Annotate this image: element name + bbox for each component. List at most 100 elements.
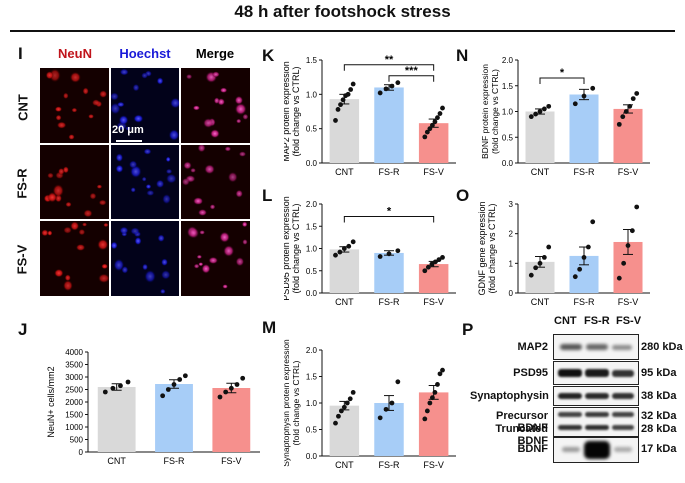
wb-column-fs-r: FS-R xyxy=(584,315,610,327)
micro-cell xyxy=(47,230,53,236)
y-tick-label: 1.0 xyxy=(306,90,318,99)
data-point xyxy=(581,255,587,260)
significance-marker: * xyxy=(387,205,392,217)
chart-gdnf-expression: GDNF gene expression(fold change vs CTRL… xyxy=(478,200,650,307)
bar-cnt xyxy=(97,387,136,452)
micro-cell xyxy=(113,258,125,272)
y-tick-label: 3500 xyxy=(65,361,83,370)
data-point xyxy=(627,103,633,109)
wb-kda-synaptophysin: 38 kDa xyxy=(641,390,677,402)
micro-cell xyxy=(144,269,157,284)
wb-column-cnt: CNT xyxy=(554,315,577,327)
data-point xyxy=(572,101,578,107)
data-point xyxy=(350,390,356,395)
micro-cell xyxy=(204,164,215,175)
data-point xyxy=(422,134,428,140)
y-axis-title: GDNF gene expression(fold change vs CTRL… xyxy=(478,201,497,295)
micro-cell xyxy=(142,263,149,271)
bar-fs-r xyxy=(374,87,404,163)
micro-cell xyxy=(96,184,103,189)
data-point xyxy=(125,379,131,385)
data-point xyxy=(345,91,351,97)
micro-cell xyxy=(97,238,109,251)
micro-cell xyxy=(155,179,165,189)
micro-cell xyxy=(203,118,214,129)
micro-cell xyxy=(227,171,238,183)
micro-cell xyxy=(197,143,206,153)
wb-kda-map2: 280 kDa xyxy=(641,341,683,353)
y-tick-label: 0.0 xyxy=(306,452,318,461)
micro-cell xyxy=(75,243,86,251)
micro-cell xyxy=(125,126,132,131)
title-rule xyxy=(10,30,675,32)
significance-marker: * xyxy=(560,67,565,79)
y-tick-label: 0.0 xyxy=(306,289,318,298)
figure-title: 48 h after footshock stress xyxy=(234,2,451,21)
x-tick-label: CNT xyxy=(335,167,354,177)
micro-cell xyxy=(109,92,119,101)
x-tick-label: FS-V xyxy=(618,297,639,307)
chart-map2-expression: MAP2 protein expression(fold change vs C… xyxy=(284,54,456,177)
micro-cell xyxy=(193,197,203,205)
wb-blot-map2 xyxy=(553,334,639,360)
data-point xyxy=(432,390,438,395)
data-point xyxy=(338,102,343,108)
micro-cell xyxy=(64,274,71,282)
micro-cell xyxy=(213,97,220,105)
y-tick-label: 2.0 xyxy=(306,346,318,355)
micro-cell xyxy=(199,230,206,235)
x-tick-label: FS-V xyxy=(618,167,639,177)
micro-cell xyxy=(241,221,248,228)
micro-cell xyxy=(198,262,204,267)
data-point xyxy=(335,107,341,112)
y-axis-title: BDNF/TotalBDNF protein expression(fold c… xyxy=(478,64,500,159)
significance-bracket xyxy=(343,64,435,71)
micro-cell xyxy=(56,121,67,129)
data-point xyxy=(338,408,344,414)
data-point xyxy=(340,97,346,103)
micro-cell xyxy=(119,226,129,235)
y-axis-title: Synaptophysin protein expression(fold ch… xyxy=(284,339,301,467)
micro-cell xyxy=(118,114,129,126)
micro-cell xyxy=(54,106,63,113)
micro-cell xyxy=(115,153,124,163)
micro-cell xyxy=(133,114,144,123)
wb-label-bdnf: BDNF xyxy=(517,443,548,455)
micro-cell xyxy=(103,222,109,228)
chart-neun-cell-density: NeuN+ cells/mm2 0 500 1000 1500 2000 2500 3000 3… xyxy=(46,348,260,466)
panel-label-o: O xyxy=(456,186,470,205)
panel-label-j: J xyxy=(18,320,28,339)
micro-cell xyxy=(128,160,138,169)
micro-cell xyxy=(224,146,232,152)
micro-cell xyxy=(236,118,242,124)
micro-cell xyxy=(99,90,108,98)
micro-cell xyxy=(98,273,110,284)
micro-cell xyxy=(115,164,124,173)
y-tick-label: 1000 xyxy=(65,423,83,432)
micro-cell xyxy=(146,189,155,197)
data-point xyxy=(430,395,435,401)
x-tick-label: FS-V xyxy=(221,456,242,466)
panel-label-m: M xyxy=(262,318,277,337)
data-point xyxy=(436,257,442,263)
y-tick-label: 1 xyxy=(509,259,514,268)
y-tick-label: 0.0 xyxy=(502,159,514,168)
y-tick-label: 1.5 xyxy=(502,82,514,91)
micro-cell xyxy=(116,101,125,108)
data-point xyxy=(234,382,240,387)
data-point xyxy=(118,383,123,389)
wb-label-precursor-bdnf: Precursor BDNF xyxy=(496,410,548,434)
data-point xyxy=(425,264,431,270)
bar-fs-v xyxy=(418,392,449,456)
micro-cell xyxy=(63,226,72,234)
micro-cell xyxy=(235,257,245,267)
micro-cell xyxy=(165,156,171,163)
data-point xyxy=(165,387,171,392)
y-tick-label: 1.5 xyxy=(306,373,318,382)
data-point xyxy=(537,109,543,114)
micro-cell xyxy=(235,189,243,198)
micro-cell xyxy=(63,92,69,100)
micro-cell xyxy=(141,72,149,79)
data-point xyxy=(616,275,622,281)
y-tick-label: 3000 xyxy=(65,373,83,382)
